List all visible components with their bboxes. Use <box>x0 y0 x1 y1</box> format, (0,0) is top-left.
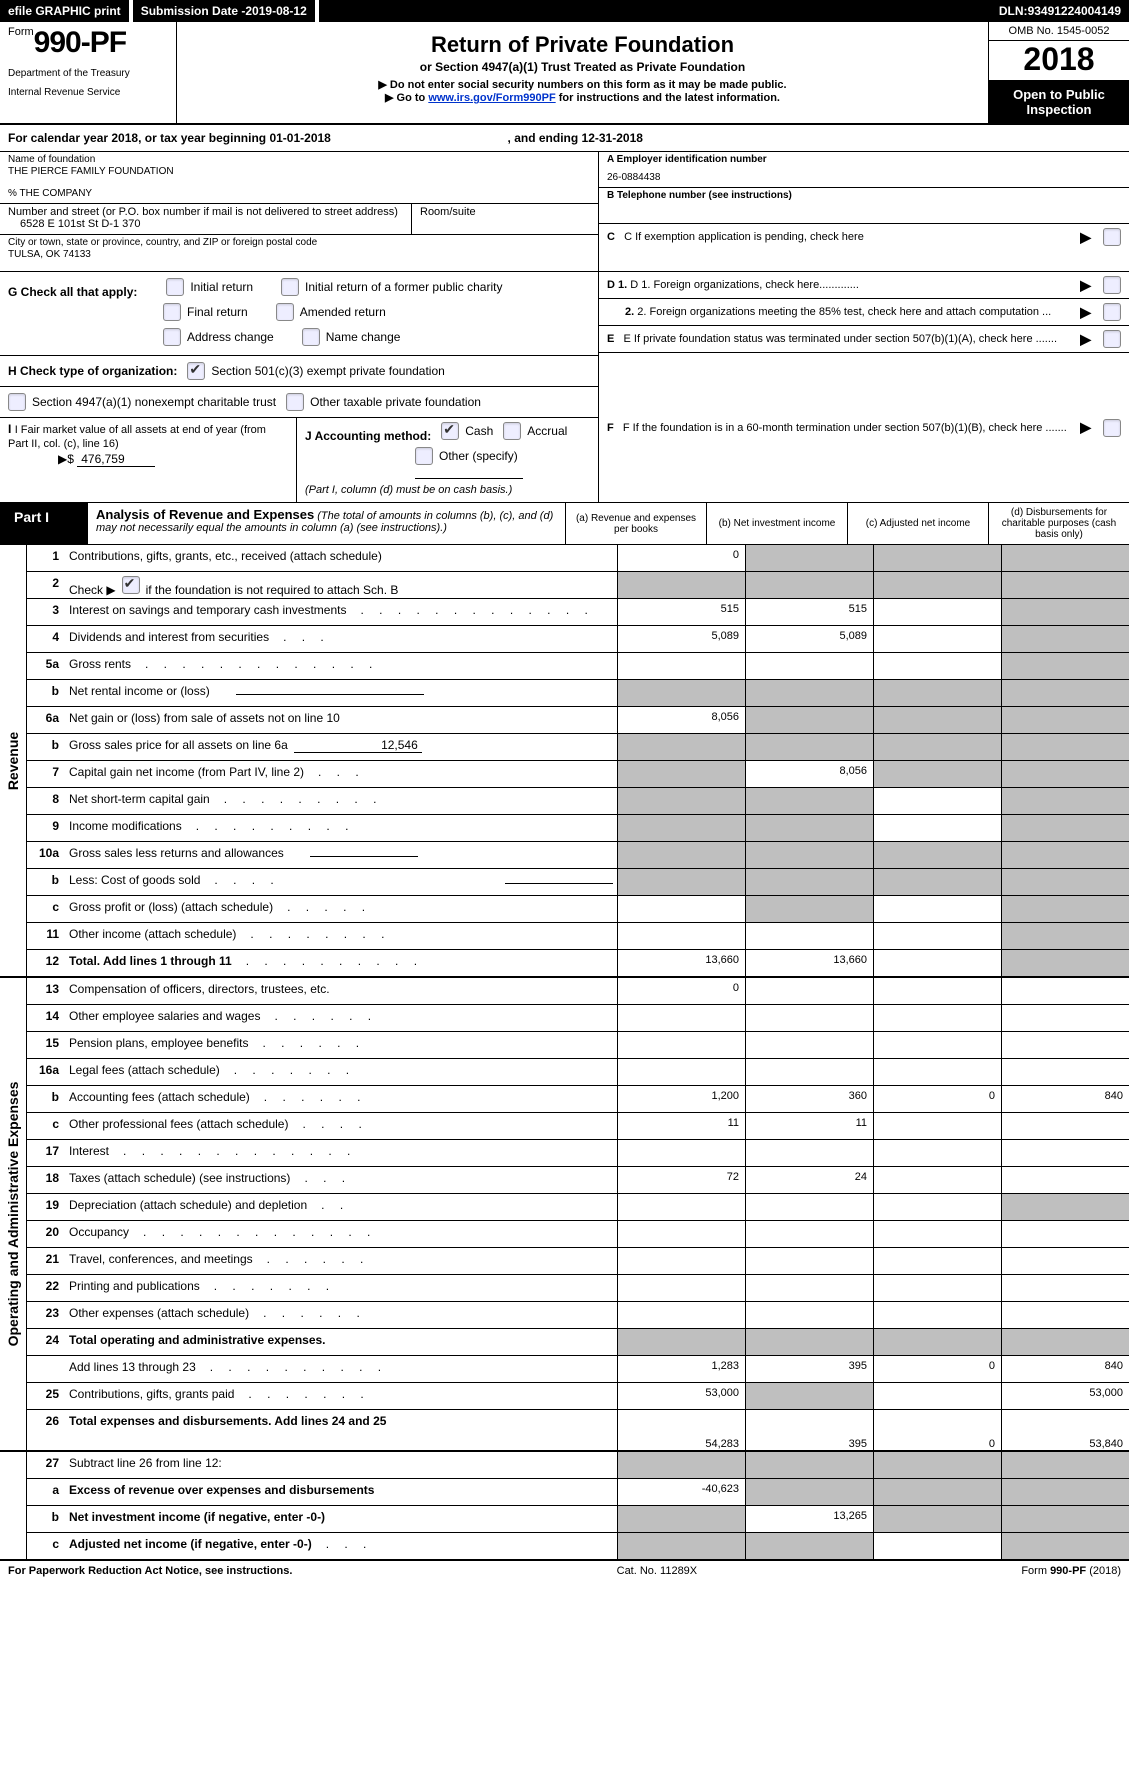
part1-description: Analysis of Revenue and Expenses (The to… <box>88 503 565 544</box>
ein-cell: A Employer identification number 26-0884… <box>599 152 1129 188</box>
revenue-section: Revenue 1Contributions, gifts, grants, e… <box>0 545 1129 978</box>
col-c-header: (c) Adjusted net income <box>847 503 988 544</box>
omb-number: OMB No. 1545-0052 <box>989 22 1129 41</box>
form-number: 990-PF <box>34 26 126 59</box>
privacy-note: ▶ Do not enter social security numbers o… <box>187 78 978 91</box>
address-change-checkbox[interactable] <box>163 328 181 346</box>
dln: DLN: 93491224004149 <box>991 0 1129 22</box>
instructions-link[interactable]: www.irs.gov/Form990PF <box>428 92 555 104</box>
e-checkbox[interactable] <box>1103 330 1121 348</box>
expenses-section: Operating and Administrative Expenses 13… <box>0 978 1129 1452</box>
form-ref: Form 990-PF (2018) <box>1021 1565 1121 1577</box>
arrow-icon: ▶ <box>1074 304 1097 321</box>
4947a1-checkbox[interactable] <box>8 393 26 411</box>
fair-market-value: I I Fair market value of all assets at e… <box>0 418 297 502</box>
form-title-block: Return of Private Foundation or Section … <box>177 22 988 123</box>
expenses-side-label: Operating and Administrative Expenses <box>0 978 27 1450</box>
amended-return-checkbox[interactable] <box>276 303 294 321</box>
form-subtitle: or Section 4947(a)(1) Trust Treated as P… <box>187 60 978 74</box>
form-title: Return of Private Foundation <box>187 32 978 58</box>
telephone-cell: B Telephone number (see instructions) <box>599 188 1129 224</box>
irs-label: Internal Revenue Service <box>8 87 168 98</box>
exemption-pending: C C If exemption application is pending,… <box>599 224 1129 250</box>
part1-header: Part I Analysis of Revenue and Expenses … <box>0 503 1129 545</box>
open-to-public: Open to Public Inspection <box>989 81 1129 123</box>
city-cell: City or town, state or province, country… <box>0 235 598 271</box>
efile-print-label: efile GRAPHIC print <box>0 0 129 22</box>
ghij-block: G Check all that apply: Initial return I… <box>0 272 1129 503</box>
arrow-icon: ▶ <box>1074 331 1097 348</box>
submission-date: Submission Date - 2019-08-12 <box>133 0 315 22</box>
form-header: Form990-PF Department of the Treasury In… <box>0 22 1129 125</box>
initial-return-checkbox[interactable] <box>166 278 184 296</box>
arrow-icon: ▶ <box>1074 419 1097 436</box>
tax-year: 2018 <box>989 41 1129 81</box>
g-check-all: G Check all that apply: Initial return I… <box>0 272 598 356</box>
col-b-header: (b) Net investment income <box>706 503 847 544</box>
top-bar: efile GRAPHIC print Submission Date - 20… <box>0 0 1129 22</box>
f-checkbox[interactable] <box>1103 419 1121 437</box>
final-return-checkbox[interactable] <box>163 303 181 321</box>
d2-checkbox[interactable] <box>1103 303 1121 321</box>
schb-checkbox[interactable] <box>122 576 140 594</box>
d1-checkbox[interactable] <box>1103 276 1121 294</box>
accrual-checkbox[interactable] <box>503 422 521 440</box>
year-block: OMB No. 1545-0052 2018 Open to Public In… <box>988 22 1129 123</box>
d1-foreign-org: D 1. D 1. Foreign organizations, check h… <box>599 272 1129 299</box>
name-change-checkbox[interactable] <box>302 328 320 346</box>
foundation-name-cell: Name of foundation THE PIERCE FAMILY FOU… <box>0 152 598 204</box>
accounting-method: J Accounting method: Cash Accrual Other … <box>297 418 598 502</box>
d2-foreign-85: 2. 2. Foreign organizations meeting the … <box>599 299 1129 326</box>
exemption-pending-checkbox[interactable] <box>1103 228 1121 246</box>
part1-tag: Part I <box>0 503 88 544</box>
catalog-number: Cat. No. 11289X <box>617 1565 698 1577</box>
line27-section: 27Subtract line 26 from line 12: aExcess… <box>0 1452 1129 1561</box>
col-a-header: (a) Revenue and expenses per books <box>565 503 706 544</box>
f-60month: F F If the foundation is in a 60-month t… <box>599 353 1129 502</box>
initial-return-former-checkbox[interactable] <box>281 278 299 296</box>
arrow-icon: ▶ <box>1074 277 1097 294</box>
page-footer: For Paperwork Reduction Act Notice, see … <box>0 1561 1129 1581</box>
identity-block: Name of foundation THE PIERCE FAMILY FOU… <box>0 152 1129 272</box>
other-method-checkbox[interactable] <box>415 447 433 465</box>
h-org-type: H Check type of organization: Section 50… <box>0 356 598 387</box>
h-org-type-2: Section 4947(a)(1) nonexempt charitable … <box>0 387 598 418</box>
501c3-checkbox[interactable] <box>187 362 205 380</box>
e-terminated: E E If private foundation status was ter… <box>599 326 1129 353</box>
calendar-year-line: For calendar year 2018, or tax year begi… <box>0 125 1129 152</box>
paperwork-notice: For Paperwork Reduction Act Notice, see … <box>8 1565 292 1577</box>
dept-treasury: Department of the Treasury <box>8 68 168 79</box>
revenue-side-label: Revenue <box>0 545 27 976</box>
form-id: Form990-PF Department of the Treasury In… <box>0 22 177 123</box>
other-taxable-checkbox[interactable] <box>286 393 304 411</box>
address-row: Number and street (or P.O. box number if… <box>0 204 598 235</box>
cash-checkbox[interactable] <box>441 422 459 440</box>
arrow-icon: ▶ <box>1074 229 1097 246</box>
fmv-value: 476,759 <box>77 452 155 467</box>
col-d-header: (d) Disbursements for charitable purpose… <box>988 503 1129 544</box>
instructions-note: ▶ Go to www.irs.gov/Form990PF for instru… <box>187 91 978 104</box>
